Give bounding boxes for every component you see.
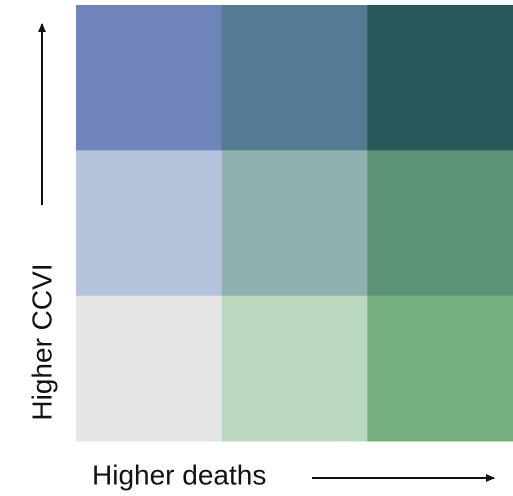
legend-cell bbox=[367, 5, 513, 151]
legend-cell bbox=[76, 5, 223, 151]
y-axis-label: Higher CCVI bbox=[26, 263, 57, 420]
legend-cell bbox=[367, 295, 513, 442]
legend-cell bbox=[221, 5, 368, 151]
legend-cell bbox=[367, 150, 513, 297]
legend-cell bbox=[76, 295, 223, 442]
x-axis-label: Higher deaths bbox=[92, 459, 266, 490]
legend-cell bbox=[221, 150, 368, 297]
color-grid bbox=[76, 5, 513, 442]
legend-cell bbox=[76, 150, 223, 297]
legend-cell bbox=[221, 295, 368, 442]
